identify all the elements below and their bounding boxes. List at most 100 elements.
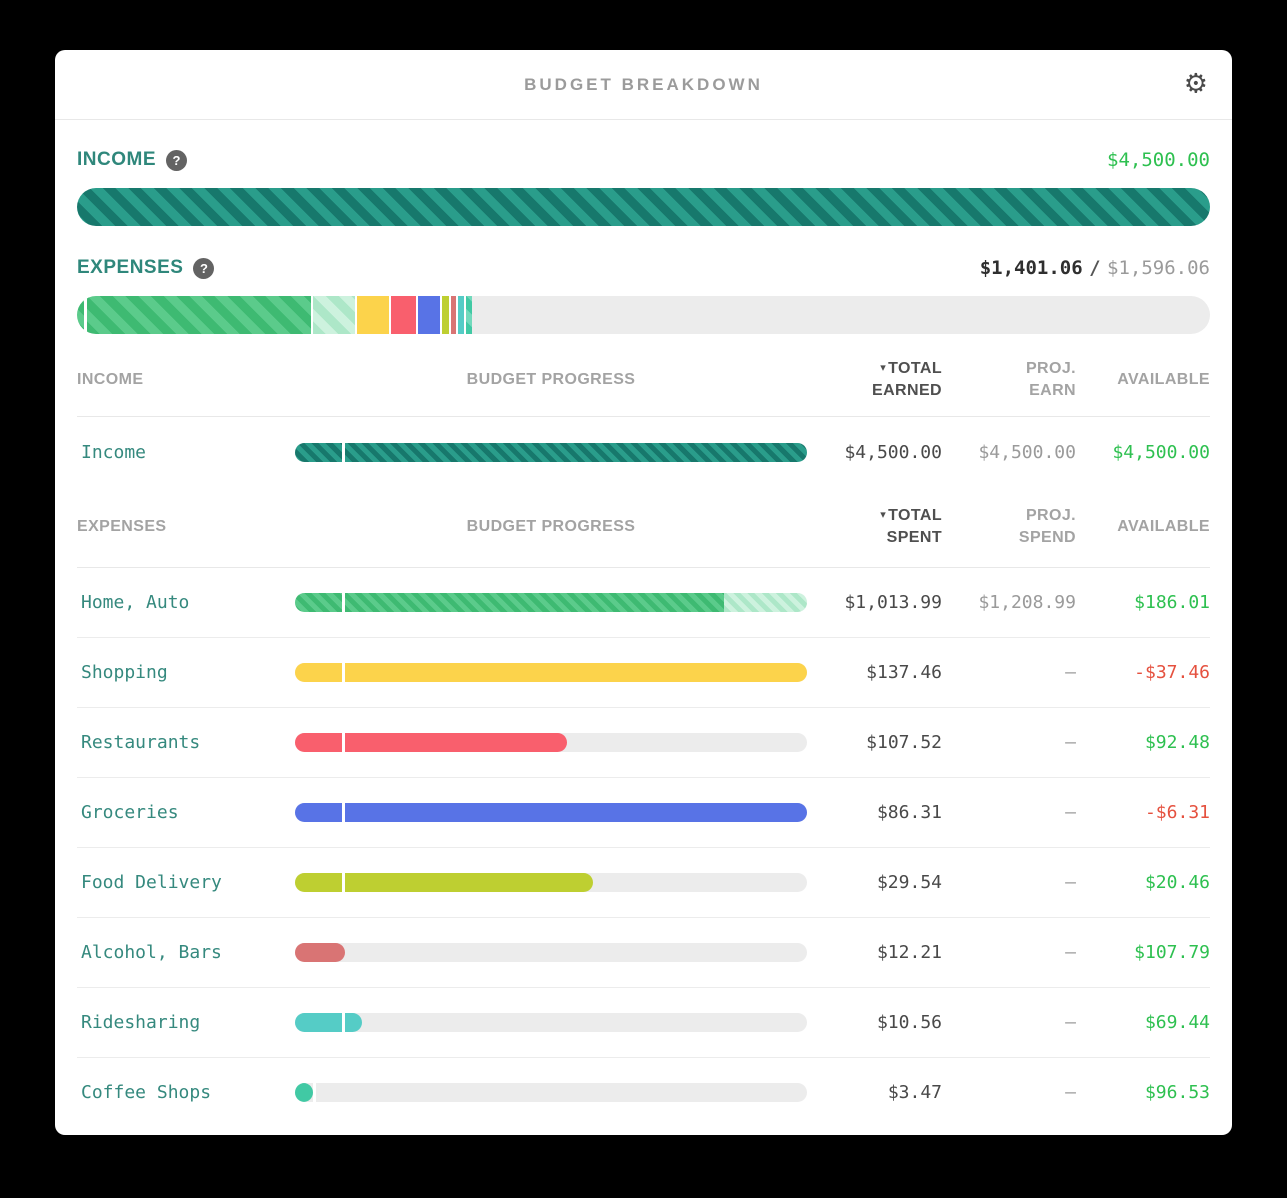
category-label[interactable]: Ridesharing [81, 1012, 201, 1033]
column-header-available[interactable]: AVAILABLE [1117, 518, 1210, 536]
table-row[interactable]: Ridesharing $10.56 – $69.44 [77, 988, 1210, 1058]
projected-amount: – [1065, 942, 1076, 963]
table-row[interactable]: Income $4,500.00 $4,500.00 $4,500.00 [77, 417, 1210, 487]
bar-segment-teal2 [295, 1013, 343, 1032]
bar-segment-greenLightStripe [313, 296, 356, 334]
bar-segment-salmon [295, 943, 346, 962]
expenses-table: EXPENSES BUDGET PROGRESS ▾ TOTAL SPENT PRO… [55, 487, 1232, 1127]
expenses-progress-bar [77, 296, 1210, 334]
bar-gap [455, 296, 458, 334]
bar-segment-greenStripe [77, 296, 85, 334]
bar-segment-blue [295, 803, 343, 822]
expenses-summary: EXPENSES ? $1,401.06 / $1,596.06 [77, 252, 1210, 334]
expenses-projected-amount: $1,596.06 [1107, 257, 1210, 279]
available-amount: $4,500.00 [1112, 441, 1210, 463]
budget-progress-bar [295, 733, 807, 752]
budget-breakdown-card: BUDGET BREAKDOWN ⚙ INCOME ? $4,500.00 EX… [55, 50, 1232, 1135]
bar-gap [342, 873, 346, 892]
column-header-proj-earn[interactable]: PROJ. EARN [1025, 360, 1076, 399]
help-icon[interactable]: ? [166, 149, 187, 171]
projected-amount: – [1065, 662, 1076, 683]
table-row[interactable]: Shopping $137.46 – -$37.46 [77, 638, 1210, 708]
bar-gap [342, 733, 346, 752]
table-row[interactable]: Alcohol, Bars $12.21 – $107.79 [77, 918, 1210, 988]
column-header-budget-progress[interactable]: BUDGET PROGRESS [466, 518, 636, 536]
bar-segment-greenLightStripe [723, 593, 807, 612]
category-label[interactable]: Restaurants [81, 732, 201, 753]
income-table: INCOME BUDGET PROGRESS ▾ TOTAL EARNED PROJ… [55, 344, 1232, 487]
category-label[interactable]: Income [81, 441, 147, 463]
bar-gap [342, 803, 346, 822]
category-label[interactable]: Home, Auto [81, 592, 190, 613]
available-amount: -$6.31 [1144, 802, 1210, 823]
category-label[interactable]: Food Delivery [81, 872, 222, 893]
budget-progress-bar [295, 442, 807, 462]
column-header-available[interactable]: AVAILABLE [1117, 371, 1210, 389]
bar-segment-teal2 [345, 1013, 362, 1032]
bar-gap [463, 296, 466, 334]
budget-progress-bar [295, 803, 807, 822]
available-amount: $107.79 [1134, 942, 1210, 963]
bar-gap [342, 442, 346, 462]
category-label[interactable]: Groceries [81, 802, 179, 823]
table-row[interactable]: Restaurants $107.52 – $92.48 [77, 708, 1210, 778]
bar-gap [439, 296, 442, 334]
available-amount: $69.44 [1144, 1012, 1210, 1033]
sort-descending-icon: ▾ [880, 508, 887, 522]
category-label[interactable]: Coffee Shops [81, 1082, 212, 1103]
bar-segment-yellow [345, 663, 807, 682]
total-amount: $10.56 [876, 1012, 942, 1033]
income-summary: INCOME ? $4,500.00 [77, 144, 1210, 226]
bar-segment-greenStripe [295, 593, 343, 612]
table-row[interactable]: Home, Auto $1,013.99 $1,208.99 $186.01 [77, 568, 1210, 638]
bar-segment-red [390, 296, 416, 334]
category-label[interactable]: Alcohol, Bars [81, 942, 222, 963]
column-header-proj-spend[interactable]: PROJ. SPEND [1018, 507, 1076, 546]
projected-amount: $4,500.00 [978, 441, 1076, 463]
sort-descending-icon: ▾ [880, 361, 887, 375]
budget-progress-bar [295, 1013, 807, 1032]
bar-gap [342, 663, 346, 682]
projected-amount: – [1065, 802, 1076, 823]
help-icon[interactable]: ? [193, 257, 215, 279]
bar-segment-olive [441, 296, 449, 334]
bar-gap [311, 296, 314, 334]
bar-segment-tealStripe [77, 188, 1210, 226]
gear-icon[interactable]: ⚙ [1183, 67, 1208, 99]
table-row[interactable]: Groceries $86.31 – -$6.31 [77, 778, 1210, 848]
total-amount: $29.54 [876, 872, 942, 893]
expenses-label: EXPENSES [77, 257, 184, 278]
total-amount: $12.21 [876, 942, 942, 963]
total-amount: $4,500.00 [844, 441, 942, 463]
category-label[interactable]: Shopping [81, 662, 168, 683]
bar-segment-greenStripe [87, 296, 312, 334]
total-amount: $86.31 [876, 802, 942, 823]
bar-gap [342, 1013, 346, 1032]
projected-amount: – [1065, 1012, 1076, 1033]
total-amount: $107.52 [866, 732, 942, 753]
column-header-budget-progress[interactable]: BUDGET PROGRESS [466, 371, 636, 389]
table-row[interactable]: Coffee Shops $3.47 – $96.53 [77, 1058, 1210, 1127]
income-table-header: INCOME BUDGET PROGRESS ▾ TOTAL EARNED PROJ… [77, 344, 1210, 417]
budget-progress-bar [295, 1083, 807, 1102]
column-header-total-earned[interactable]: ▾ TOTAL EARNED [872, 360, 942, 399]
bar-gap [388, 296, 391, 334]
projected-amount: $1,208.99 [978, 592, 1076, 613]
bar-segment-yellow [295, 663, 343, 682]
total-amount: $137.46 [866, 662, 942, 683]
budget-progress-bar [295, 593, 807, 612]
table-row[interactable]: Food Delivery $29.54 – $20.46 [77, 848, 1210, 918]
expenses-spent-amount: $1,401.06 [979, 257, 1083, 279]
bar-segment-tealStripe [345, 442, 807, 462]
total-amount: $3.47 [887, 1082, 942, 1103]
budget-progress-bar [295, 663, 807, 682]
column-header-total-spent[interactable]: ▾ TOTAL SPENT [880, 507, 942, 546]
bar-segment-salmon [450, 296, 456, 334]
bar-segment-yellow [357, 296, 389, 334]
column-header-expenses[interactable]: EXPENSES [77, 518, 167, 536]
available-amount: $186.01 [1134, 592, 1210, 613]
bar-segment-mintStripe [465, 296, 473, 334]
column-header-income[interactable]: INCOME [77, 371, 144, 389]
bar-segment-mint [295, 1083, 313, 1102]
projected-amount: – [1065, 1082, 1076, 1103]
